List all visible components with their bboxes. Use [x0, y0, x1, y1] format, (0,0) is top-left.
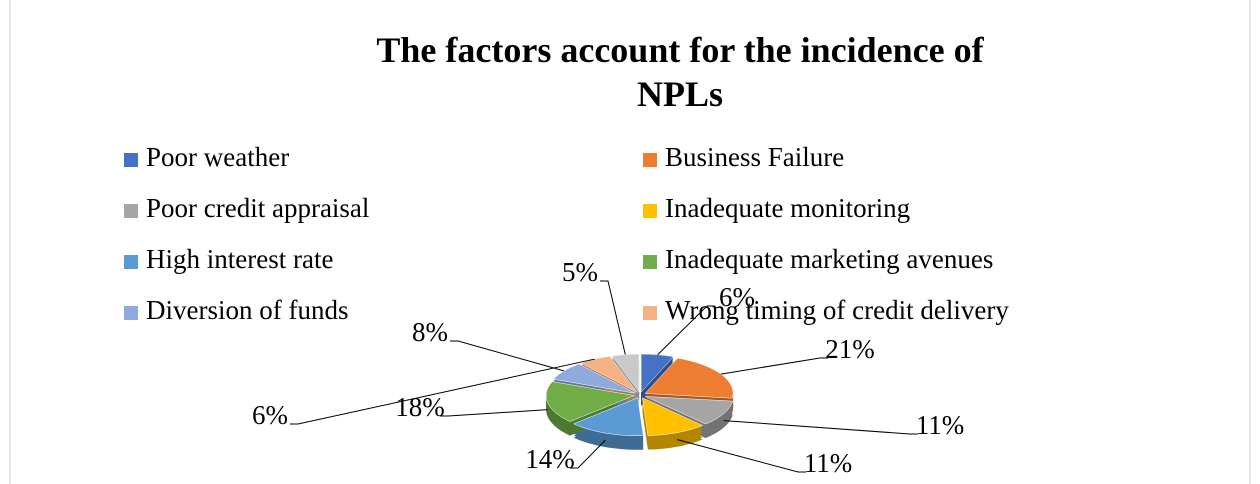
legend-marker: [124, 255, 138, 269]
data-label: 14%: [525, 444, 575, 474]
data-label: 5%: [562, 257, 598, 287]
slice: [580, 355, 638, 393]
legend-label: Diversion of funds: [146, 295, 348, 325]
data-label: 11%: [804, 448, 853, 478]
slice: [640, 353, 675, 393]
leader-line: [723, 420, 918, 435]
data-label: 11%: [916, 410, 965, 440]
data-label: 6%: [719, 282, 755, 312]
slice: [644, 357, 734, 399]
chart-title: The factors account for the incidence of…: [376, 30, 984, 114]
legend-marker: [643, 204, 657, 218]
legend-label: Inadequate monitoring: [665, 193, 910, 223]
slice: [642, 397, 704, 436]
legend-label: Business Failure: [665, 142, 844, 172]
legend-marker: [643, 306, 657, 320]
leader-line: [450, 340, 565, 372]
slice: [573, 397, 644, 437]
legend-label: Wrong timing of credit delivery: [665, 295, 1009, 325]
legend-label: High interest rate: [146, 244, 333, 274]
leader-line: [570, 439, 606, 469]
data-label: 8%: [412, 317, 448, 347]
legend-marker: [124, 153, 138, 167]
slice: [645, 396, 733, 425]
legend-label: Poor weather: [146, 142, 289, 172]
slice: [611, 353, 640, 393]
legend-marker: [643, 255, 657, 269]
leader-line: [290, 358, 595, 425]
data-label: 6%: [252, 400, 288, 430]
leader-line: [677, 439, 806, 473]
legend-label: Inadequate marketing avenues: [665, 244, 993, 274]
leader-line: [600, 280, 626, 355]
legend-marker: [124, 306, 138, 320]
leader-line: [440, 409, 548, 417]
data-label: 21%: [825, 334, 875, 364]
legend-marker: [124, 204, 138, 218]
data-label: 18%: [395, 392, 445, 422]
slice: [552, 363, 636, 394]
legend-label: Poor credit appraisal: [146, 193, 369, 223]
leader-line: [720, 357, 828, 375]
leader-line: [657, 305, 715, 356]
legend-marker: [643, 153, 657, 167]
slice: [545, 381, 636, 422]
